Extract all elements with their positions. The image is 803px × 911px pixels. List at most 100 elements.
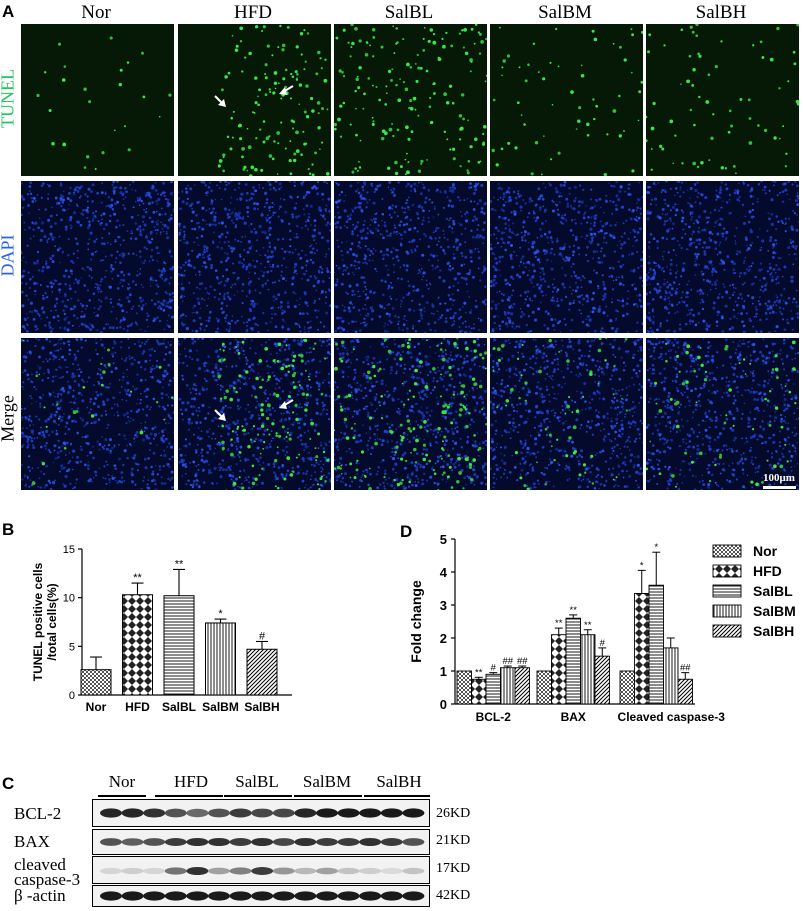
- blot-band: [359, 868, 381, 874]
- micrograph-hfd-tunel: [178, 24, 331, 176]
- y-tick-label: 10: [63, 593, 75, 605]
- significance-marker: #: [600, 638, 606, 649]
- x-tick-label: SalBH: [244, 700, 279, 714]
- x-tick-label: BAX: [561, 710, 586, 724]
- blot-band: [338, 838, 360, 846]
- column-label-nor: Nor: [21, 2, 171, 24]
- blot-band: [316, 838, 338, 846]
- column-label-salbh: SalBH: [646, 2, 796, 24]
- significance-marker: *: [654, 542, 658, 553]
- bar-salbh-1: [595, 656, 610, 704]
- y-axis-label-line2: /total cells(%): [45, 583, 59, 660]
- legend-label: SalBM: [753, 603, 796, 619]
- band-label-beta-actin: β -actin: [14, 888, 66, 903]
- bar-hfd: [123, 595, 153, 695]
- blot-band: [122, 838, 144, 846]
- blot-band: [381, 838, 403, 846]
- blot-band: [122, 868, 144, 874]
- blot-band: [402, 838, 424, 846]
- x-tick-label: SalBM: [202, 700, 239, 714]
- legend-item-salbl: SalBL: [713, 583, 793, 599]
- scale-bar: [763, 486, 796, 489]
- blot-bcl2: [92, 799, 430, 827]
- blot-band: [208, 868, 230, 875]
- group-line-salbl: [224, 795, 292, 797]
- column-label-hfd: HFD: [178, 2, 328, 24]
- blot-band: [316, 868, 338, 875]
- micrograph-hfd-merge: [178, 338, 331, 490]
- legend-label: SalBH: [753, 623, 794, 639]
- significance-marker: **: [133, 572, 142, 584]
- blot-band: [316, 808, 338, 817]
- blot-band: [316, 891, 338, 900]
- blot-band: [402, 808, 424, 817]
- blot-band: [100, 868, 122, 874]
- bar-hfd-1: [552, 635, 567, 704]
- micrograph-salbl-merge: [334, 338, 487, 490]
- blot-band: [208, 809, 230, 818]
- group-label-salbm: SalBM: [292, 772, 362, 792]
- micrograph-nor-tunel: [21, 24, 174, 176]
- x-tick-label: Cleaved caspase-3: [618, 710, 726, 724]
- micrograph-salbm-merge: [490, 338, 643, 490]
- blot-band: [143, 808, 165, 817]
- blot-band: [402, 891, 424, 900]
- blot-band: [208, 838, 230, 846]
- blot-band: [294, 838, 316, 846]
- row-label-tunel: TUNEL: [0, 69, 19, 129]
- blot-band: [186, 867, 208, 875]
- bar-salbl-2: [649, 585, 664, 704]
- legend-item-nor: Nor: [713, 543, 778, 559]
- blot-cleaved-caspase3: [92, 856, 430, 884]
- significance-marker: **: [175, 558, 184, 570]
- blot-band: [338, 891, 360, 900]
- bar-salbl-1: [566, 618, 581, 704]
- significance-marker: ##: [680, 663, 691, 674]
- y-tick-label: 1: [440, 664, 447, 679]
- blot-band: [186, 809, 208, 817]
- panel-c-label: C: [2, 774, 14, 794]
- bar-salbm-0: [501, 668, 516, 704]
- blot-band: [338, 808, 360, 817]
- blot-band: [381, 868, 403, 874]
- group-label-salbh: SalBH: [364, 772, 434, 792]
- blot-band: [381, 808, 403, 817]
- micrograph-salbh-dapi: [646, 181, 799, 333]
- blot-band: [122, 808, 144, 817]
- blot-band: [273, 891, 295, 900]
- significance-marker: **: [570, 605, 578, 616]
- blot-band: [100, 838, 122, 846]
- blot-band: [359, 838, 381, 846]
- bar-salbm-1: [581, 635, 596, 704]
- blot-band: [273, 868, 295, 875]
- significance-marker: #: [491, 663, 497, 674]
- blot-band: [251, 809, 273, 818]
- blot-band: [143, 838, 165, 846]
- legend-label: SalBL: [753, 583, 793, 599]
- blot-band: [165, 891, 187, 900]
- kd-label-bcl2: 26KD: [436, 806, 470, 822]
- tunel-bar-chart: TUNEL positive cells/total cells(%)05101…: [0, 525, 300, 715]
- blot-band: [143, 868, 165, 874]
- legend-label: Nor: [753, 543, 778, 559]
- y-tick-label: 5: [69, 641, 75, 653]
- blot-bax: [92, 829, 430, 855]
- y-tick-label: 0: [69, 690, 75, 702]
- blot-band: [122, 891, 144, 900]
- blot-band: [251, 891, 273, 900]
- bar-hfd-0: [472, 679, 487, 704]
- y-tick-label: 5: [440, 532, 447, 547]
- column-label-salbm: SalBM: [490, 2, 640, 24]
- bar-salbh: [247, 649, 277, 695]
- bar-salbm: [206, 623, 236, 695]
- significance-marker: #: [259, 630, 266, 642]
- micrograph-salbh-merge: [646, 338, 799, 490]
- blot-band: [294, 808, 316, 817]
- bar-nor-2: [620, 671, 635, 704]
- y-tick-label: 3: [440, 598, 447, 613]
- micrograph-hfd-dapi: [178, 181, 331, 333]
- bar-salbh-0: [515, 668, 530, 704]
- micrograph-nor-dapi: [21, 181, 174, 333]
- band-label-bcl2: BCL-2: [14, 806, 61, 821]
- legend-item-salbm: SalBM: [713, 603, 796, 619]
